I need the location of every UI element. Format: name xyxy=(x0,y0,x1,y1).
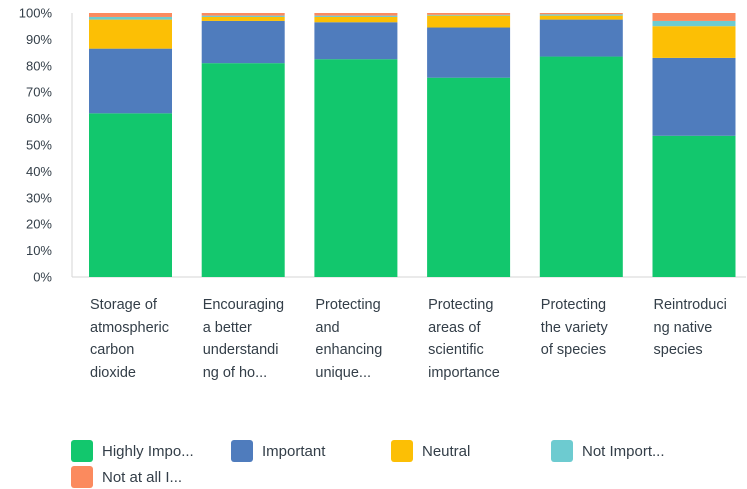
x-category-label-line: the variety xyxy=(541,317,641,340)
legend-label: Not at all I... xyxy=(102,469,182,486)
bar-segment[interactable] xyxy=(427,78,510,277)
bar-stack[interactable] xyxy=(89,13,172,277)
legend-label: Important xyxy=(262,443,325,460)
bar-segment[interactable] xyxy=(89,17,172,20)
legend-row-2: Not at all I... xyxy=(0,465,747,489)
x-category-label-line: Reintroduci xyxy=(654,294,747,317)
legend-swatch-neutral xyxy=(391,440,413,462)
y-tick-label: 60% xyxy=(26,111,52,126)
legend-item-neutral[interactable]: Neutral xyxy=(391,439,470,463)
bar-segment[interactable] xyxy=(89,20,172,49)
legend-swatch-not-important xyxy=(551,440,573,462)
bar-segment[interactable] xyxy=(427,15,510,16)
bar-segment[interactable] xyxy=(653,13,736,21)
bar-segment[interactable] xyxy=(89,49,172,114)
legend-row-1: Highly Impo... Important Neutral Not Imp… xyxy=(0,439,747,463)
bars xyxy=(89,13,736,277)
bar-stack[interactable] xyxy=(653,13,736,277)
bar-segment[interactable] xyxy=(540,57,623,277)
bar-segment[interactable] xyxy=(314,22,397,59)
x-category-label-line: Protecting xyxy=(428,294,528,317)
x-category-label-line: enhancing xyxy=(315,339,415,362)
bar-segment[interactable] xyxy=(202,63,285,277)
y-tick-label: 40% xyxy=(26,164,52,179)
x-category-label-line: Storage of xyxy=(90,294,190,317)
bar-segment[interactable] xyxy=(202,21,285,63)
bar-stack[interactable] xyxy=(427,13,510,277)
bar-segment[interactable] xyxy=(427,13,510,15)
y-tick-label: 70% xyxy=(26,85,52,100)
legend-label: Highly Impo... xyxy=(102,443,194,460)
y-tick-label: 100% xyxy=(19,6,53,21)
bar-segment[interactable] xyxy=(202,17,285,21)
bar-segment[interactable] xyxy=(314,16,397,17)
x-category-label-line: carbon xyxy=(90,339,190,362)
x-category-label-line: scientific xyxy=(428,339,528,362)
bar-stack[interactable] xyxy=(540,13,623,277)
legend-swatch-highly-important xyxy=(71,440,93,462)
legend-swatch-important xyxy=(231,440,253,462)
bar-segment[interactable] xyxy=(314,17,397,22)
bar-segment[interactable] xyxy=(427,16,510,28)
legend-label: Not Import... xyxy=(582,443,665,460)
legend-item-highly-important[interactable]: Highly Impo... xyxy=(71,439,194,463)
bar-segment[interactable] xyxy=(202,13,285,16)
bar-stack[interactable] xyxy=(314,13,397,277)
bar-segment[interactable] xyxy=(89,13,172,17)
bar-segment[interactable] xyxy=(653,26,736,58)
stacked-bar-chart: 0% 10% 20% 30% 40% 50% 60% 70% 80% 90% 100% xyxy=(0,0,747,290)
x-category-label-line: understandi xyxy=(203,339,303,362)
legend-item-not-at-all-important[interactable]: Not at all I... xyxy=(71,465,182,489)
x-category-label-line: ng native xyxy=(654,317,747,340)
bar-segment[interactable] xyxy=(540,20,623,57)
bar-segment[interactable] xyxy=(653,58,736,136)
bar-segment[interactable] xyxy=(540,14,623,15)
x-category-label-line: a better xyxy=(203,317,303,340)
bar-segment[interactable] xyxy=(653,21,736,26)
x-category-label-line: of species xyxy=(541,339,641,362)
x-category-label-line: importance xyxy=(428,362,528,385)
x-category-label-line: areas of xyxy=(428,317,528,340)
y-axis-ticks: 0% 10% 20% 30% 40% 50% 60% 70% 80% 90% 100% xyxy=(19,6,53,285)
bar-stack[interactable] xyxy=(202,13,285,277)
y-tick-label: 30% xyxy=(26,190,52,205)
x-category-label-line: species xyxy=(654,339,747,362)
x-category-label-line: Protecting xyxy=(315,294,415,317)
y-tick-label: 90% xyxy=(26,32,52,47)
bar-segment[interactable] xyxy=(314,59,397,277)
x-category-label-line: atmospheric xyxy=(90,317,190,340)
bar-segment[interactable] xyxy=(314,13,397,16)
x-category-label-line: unique... xyxy=(315,362,415,385)
legend-item-important[interactable]: Important xyxy=(231,439,325,463)
x-category-label-line: Protecting xyxy=(541,294,641,317)
legend-item-not-important[interactable]: Not Import... xyxy=(551,439,665,463)
x-category-label-line: dioxide xyxy=(90,362,190,385)
y-tick-label: 80% xyxy=(26,58,52,73)
y-tick-label: 20% xyxy=(26,217,52,232)
y-tick-label: 50% xyxy=(26,138,52,153)
bar-segment[interactable] xyxy=(540,16,623,20)
bar-segment[interactable] xyxy=(89,113,172,277)
x-category-label-line: and xyxy=(315,317,415,340)
y-tick-label: 10% xyxy=(26,243,52,258)
x-category-label-line: Encouraging xyxy=(203,294,303,317)
legend-label: Neutral xyxy=(422,443,470,460)
legend-swatch-not-at-all-important xyxy=(71,466,93,488)
bar-segment[interactable] xyxy=(202,16,285,17)
bar-segment[interactable] xyxy=(427,28,510,78)
x-category-label-line: ng of ho... xyxy=(203,362,303,385)
bar-segment[interactable] xyxy=(653,136,736,277)
y-tick-label: 0% xyxy=(33,270,52,285)
bar-segment[interactable] xyxy=(540,13,623,14)
